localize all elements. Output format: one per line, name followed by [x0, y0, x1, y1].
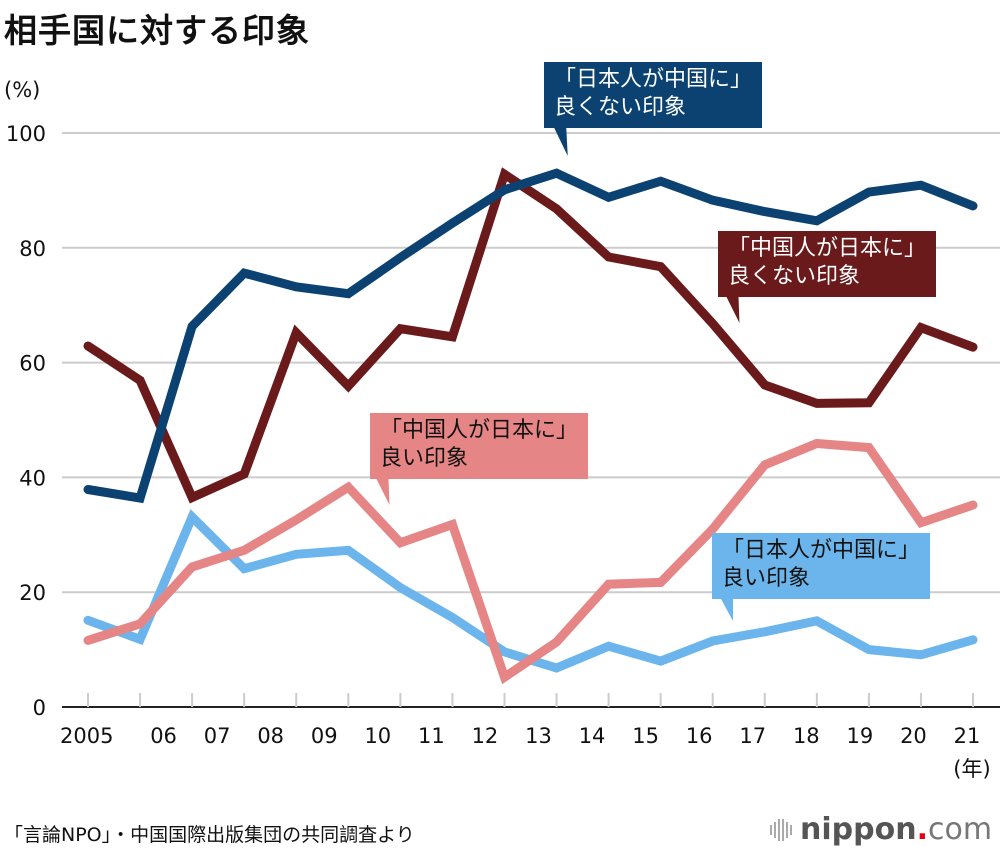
series-line	[83, 438, 978, 685]
y-tick-label: 20	[19, 581, 46, 605]
x-tick-label: 12	[472, 724, 499, 748]
callout-line-1: 「日本人が中国に」	[554, 67, 753, 92]
x-tick-label: 07	[204, 724, 231, 748]
x-tick-label: 09	[311, 724, 338, 748]
x-tick-label: 20	[900, 724, 927, 748]
callout-china-unfavorable: 「中国人が日本に」 良くない印象	[718, 231, 937, 323]
y-tick-label: 40	[19, 466, 46, 490]
x-tick-label: 10	[364, 724, 391, 748]
callout-line-1: 「日本人が中国に」	[722, 538, 921, 563]
callout-china-favorable: 「中国人が日本に」 良い印象	[370, 413, 589, 505]
x-tick-label: 08	[257, 724, 284, 748]
logo-suffix: com	[927, 812, 993, 847]
y-axis-unit: (%)	[4, 78, 41, 102]
nippon-com-logo: nippon. com	[770, 812, 992, 847]
logo-text: nippon	[800, 812, 917, 847]
callout-japan-unfavorable: 「日本人が中国に」 良くない印象	[544, 62, 763, 156]
x-tick-label: 14	[579, 724, 606, 748]
x-axis-unit: (年)	[953, 757, 990, 781]
callout-line-1: 「中国人が日本に」	[728, 236, 927, 261]
callout-line-2: 良い印象	[380, 446, 469, 471]
chart-title: 相手国に対する印象	[4, 11, 310, 50]
y-tick-label: 100	[6, 122, 46, 146]
x-tick-label: 2005	[60, 724, 113, 748]
y-tick-label: 60	[19, 352, 46, 376]
callout-line-1: 「中国人が日本に」	[380, 418, 579, 443]
series-line	[83, 168, 978, 504]
callout-line-2: 良い印象	[722, 566, 811, 591]
logo-bars-icon	[770, 818, 792, 841]
x-tick-label: 17	[739, 724, 766, 748]
x-tick-label: 19	[847, 724, 874, 748]
logo-dot: .	[916, 812, 928, 847]
series-lines	[83, 167, 978, 685]
x-tick-label: 11	[418, 724, 445, 748]
x-tick-label: 13	[525, 724, 552, 748]
source-note: 「言論NPO」・中国国際出版集団の共同調査より	[4, 824, 415, 846]
x-tick-marks	[87, 693, 975, 707]
callout-line-2: 良くない印象	[554, 95, 687, 120]
callout-japan-favorable: 「日本人が中国に」 良い印象	[712, 533, 931, 621]
x-tick-label: 15	[632, 724, 659, 748]
x-tick-label: 18	[793, 724, 820, 748]
series-line	[83, 167, 978, 504]
x-tick-label: 21	[954, 724, 981, 748]
y-tick-label: 0	[33, 696, 46, 720]
callout-line-2: 良くない印象	[728, 264, 861, 289]
y-tick-label: 80	[19, 237, 46, 261]
x-tick-labels: 2005 06 07 08 09 10 11 12 13 14 15 16 17 18 19 20 21	[60, 724, 980, 748]
y-tick-labels: 0 20 40 60 80 100	[6, 122, 46, 720]
x-tick-label: 16	[686, 724, 713, 748]
x-tick-label: 06	[150, 724, 177, 748]
